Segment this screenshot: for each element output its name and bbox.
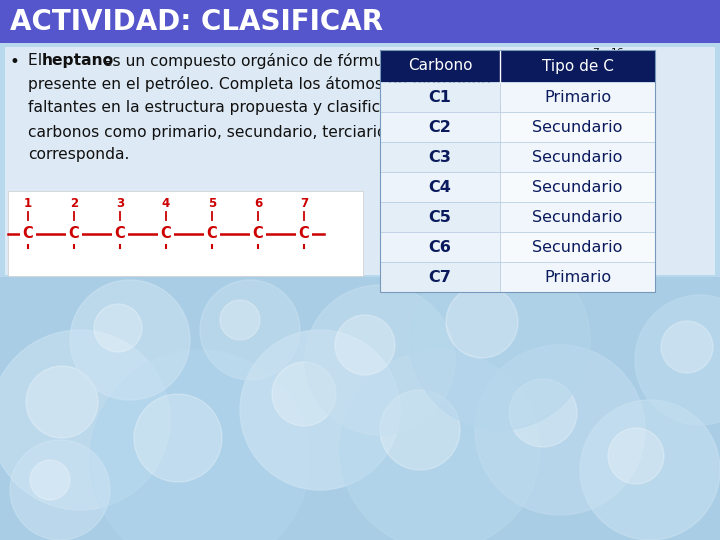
Circle shape [340, 350, 540, 540]
Circle shape [26, 366, 98, 438]
Circle shape [509, 379, 577, 447]
FancyBboxPatch shape [380, 142, 500, 172]
Text: 6: 6 [254, 197, 262, 210]
Circle shape [90, 350, 310, 540]
Text: •: • [10, 53, 20, 71]
Text: Secundario: Secundario [532, 150, 623, 165]
Circle shape [305, 285, 455, 435]
Text: C5: C5 [428, 210, 451, 225]
Circle shape [580, 400, 720, 540]
Text: C2: C2 [428, 119, 451, 134]
Text: corresponda.: corresponda. [28, 147, 130, 162]
Circle shape [608, 428, 664, 484]
FancyBboxPatch shape [8, 191, 363, 276]
Text: Tipo de C: Tipo de C [541, 58, 613, 73]
Text: ACTIVIDAD: CLASIFICAR: ACTIVIDAD: CLASIFICAR [10, 8, 383, 36]
FancyBboxPatch shape [500, 232, 655, 262]
Text: 3: 3 [116, 197, 124, 210]
FancyBboxPatch shape [500, 172, 655, 202]
Circle shape [134, 394, 222, 482]
Text: C: C [22, 226, 33, 241]
FancyBboxPatch shape [0, 0, 720, 43]
Text: C: C [114, 226, 125, 241]
Text: C: C [68, 226, 79, 241]
Text: Primario: Primario [544, 90, 611, 105]
Circle shape [200, 280, 300, 380]
Text: carbonos como primario, secundario, terciario o cuaternario según: carbonos como primario, secundario, terc… [28, 124, 547, 139]
FancyBboxPatch shape [380, 82, 500, 112]
Text: C: C [207, 226, 217, 241]
Circle shape [94, 304, 142, 352]
FancyBboxPatch shape [380, 262, 500, 292]
Circle shape [30, 460, 70, 500]
Text: 7: 7 [592, 48, 599, 58]
FancyBboxPatch shape [500, 82, 655, 112]
Text: Secundario: Secundario [532, 210, 623, 225]
Text: 1: 1 [24, 197, 32, 210]
Text: C1: C1 [428, 90, 451, 105]
Circle shape [70, 280, 190, 400]
Text: C: C [253, 226, 264, 241]
Circle shape [380, 390, 460, 470]
Text: Secundario: Secundario [532, 179, 623, 194]
Circle shape [240, 330, 400, 490]
Circle shape [410, 250, 590, 430]
Circle shape [446, 286, 518, 358]
Circle shape [335, 315, 395, 375]
Text: 5: 5 [208, 197, 216, 210]
Text: 16: 16 [611, 48, 624, 58]
FancyBboxPatch shape [380, 172, 500, 202]
Text: C6: C6 [428, 240, 451, 254]
FancyBboxPatch shape [380, 50, 655, 82]
Circle shape [10, 440, 110, 540]
Text: Secundario: Secundario [532, 119, 623, 134]
Text: heptano: heptano [42, 53, 114, 68]
Text: H: H [600, 53, 611, 68]
Text: C: C [161, 226, 171, 241]
Text: Secundario: Secundario [532, 240, 623, 254]
Circle shape [635, 295, 720, 425]
Text: Carbono: Carbono [408, 58, 472, 73]
Text: C: C [299, 226, 310, 241]
Text: faltantes en la estructura propuesta y clasifica cada uno de los: faltantes en la estructura propuesta y c… [28, 100, 517, 115]
Circle shape [475, 345, 645, 515]
Text: C4: C4 [428, 179, 451, 194]
Text: Primario: Primario [544, 269, 611, 285]
FancyBboxPatch shape [380, 232, 500, 262]
Text: 4: 4 [162, 197, 170, 210]
Text: El: El [28, 53, 47, 68]
Circle shape [220, 300, 260, 340]
Text: C7: C7 [428, 269, 451, 285]
FancyBboxPatch shape [5, 47, 715, 275]
Text: presente en el petróleo. Completa los átomos de hidrógeno: presente en el petróleo. Completa los át… [28, 77, 491, 92]
Circle shape [0, 330, 170, 510]
FancyBboxPatch shape [500, 202, 655, 232]
Text: es un compuesto orgánico de fórmula molecular C: es un compuesto orgánico de fórmula mole… [98, 53, 495, 69]
Text: C3: C3 [428, 150, 451, 165]
FancyBboxPatch shape [500, 262, 655, 292]
FancyBboxPatch shape [500, 112, 655, 142]
Text: ,: , [624, 53, 629, 68]
FancyBboxPatch shape [0, 277, 720, 540]
Circle shape [272, 362, 336, 426]
Circle shape [661, 321, 713, 373]
Text: 2: 2 [70, 197, 78, 210]
FancyBboxPatch shape [380, 202, 500, 232]
FancyBboxPatch shape [500, 142, 655, 172]
Text: 7: 7 [300, 197, 308, 210]
FancyBboxPatch shape [380, 112, 500, 142]
